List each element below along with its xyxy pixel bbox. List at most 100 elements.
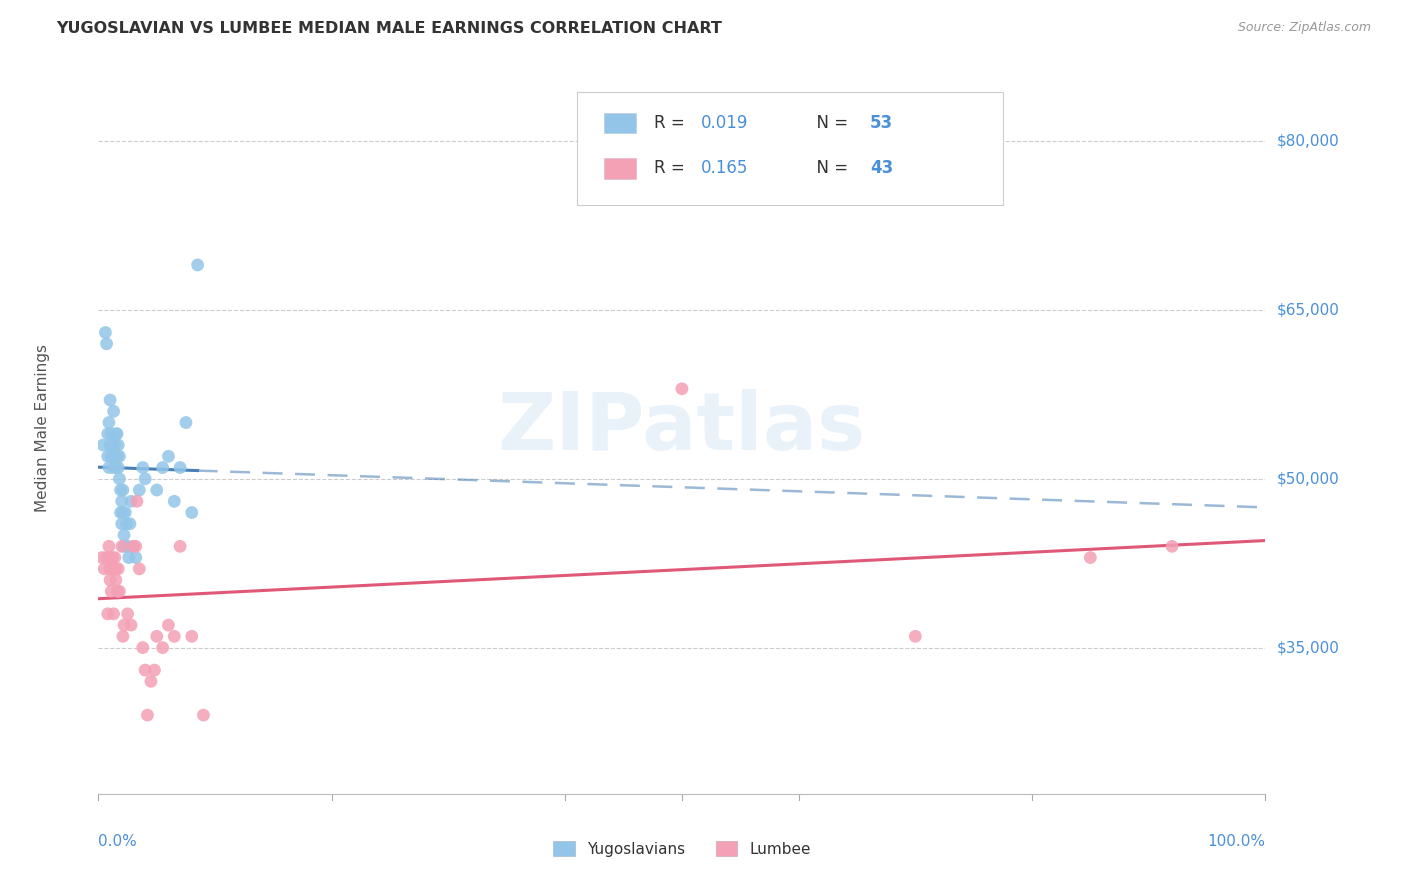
Point: [98, 562, 121, 576]
Point: [115, 516, 138, 531]
Point: [96, 550, 118, 565]
Point: [132, 640, 155, 655]
Point: [100, 450, 122, 464]
Point: [97, 607, 120, 621]
Point: [117, 539, 139, 553]
Point: [107, 562, 129, 576]
Point: [111, 483, 134, 497]
FancyBboxPatch shape: [603, 158, 637, 178]
Point: [103, 607, 125, 621]
Point: [169, 460, 191, 475]
Point: [134, 472, 156, 486]
Point: [108, 472, 131, 486]
Point: [157, 618, 180, 632]
Point: [93, 562, 115, 576]
Point: [1080, 550, 1102, 565]
Point: [128, 562, 150, 576]
Text: $65,000: $65,000: [1277, 302, 1340, 318]
Point: [107, 460, 129, 475]
Point: [120, 618, 142, 632]
Point: [163, 494, 186, 508]
Point: [97, 450, 120, 464]
Point: [110, 483, 132, 497]
Point: [134, 663, 156, 677]
Point: [112, 528, 135, 542]
Point: [152, 460, 174, 475]
Text: 53: 53: [870, 114, 893, 132]
Point: [112, 539, 135, 553]
Text: 0.0%: 0.0%: [98, 834, 138, 849]
FancyBboxPatch shape: [576, 92, 1002, 205]
Point: [104, 438, 127, 452]
Point: [111, 516, 134, 531]
Point: [104, 550, 127, 565]
Point: [97, 416, 120, 430]
Text: $80,000: $80,000: [1277, 134, 1340, 149]
Text: 0.165: 0.165: [700, 160, 748, 178]
Point: [101, 562, 124, 576]
Text: 43: 43: [870, 160, 893, 178]
Point: [111, 494, 134, 508]
Point: [94, 326, 117, 340]
Point: [125, 550, 148, 565]
Point: [97, 539, 120, 553]
Point: [112, 618, 135, 632]
Point: [125, 494, 148, 508]
Point: [97, 550, 120, 565]
Text: Median Male Earnings: Median Male Earnings: [35, 344, 49, 512]
Point: [111, 629, 134, 643]
Point: [136, 708, 159, 723]
Text: R =: R =: [654, 160, 690, 178]
Point: [122, 539, 145, 553]
Point: [104, 460, 127, 475]
Text: $35,000: $35,000: [1277, 640, 1340, 655]
Text: Source: ZipAtlas.com: Source: ZipAtlas.com: [1237, 21, 1371, 35]
Point: [101, 450, 124, 464]
Text: N =: N =: [806, 114, 853, 132]
Point: [105, 584, 128, 599]
Point: [104, 573, 127, 587]
Text: N =: N =: [806, 160, 853, 178]
Point: [125, 539, 148, 553]
Point: [1161, 539, 1184, 553]
Point: [118, 516, 141, 531]
Point: [91, 438, 114, 452]
Point: [111, 539, 134, 553]
Point: [187, 258, 209, 272]
Point: [128, 483, 150, 497]
Point: [98, 392, 121, 407]
Text: R =: R =: [654, 114, 690, 132]
Point: [152, 640, 174, 655]
Text: ZIPatlas: ZIPatlas: [498, 389, 866, 467]
Point: [107, 438, 129, 452]
Point: [904, 629, 927, 643]
FancyBboxPatch shape: [603, 113, 637, 134]
Point: [108, 450, 131, 464]
Point: [132, 460, 155, 475]
Point: [103, 404, 125, 418]
Point: [174, 416, 197, 430]
Point: [105, 426, 128, 441]
Point: [193, 708, 215, 723]
Point: [146, 483, 169, 497]
Point: [114, 506, 136, 520]
Point: [98, 438, 121, 452]
Point: [101, 550, 124, 565]
Point: [146, 629, 169, 643]
Point: [117, 607, 139, 621]
Text: $50,000: $50,000: [1277, 471, 1340, 486]
Point: [101, 438, 124, 452]
Point: [110, 506, 132, 520]
Point: [90, 550, 112, 565]
Point: [122, 539, 145, 553]
Point: [120, 494, 142, 508]
Text: YUGOSLAVIAN VS LUMBEE MEDIAN MALE EARNINGS CORRELATION CHART: YUGOSLAVIAN VS LUMBEE MEDIAN MALE EARNIN…: [56, 21, 723, 37]
Point: [157, 450, 180, 464]
Point: [180, 629, 202, 643]
Point: [100, 584, 122, 599]
Point: [96, 336, 118, 351]
Point: [111, 506, 134, 520]
Point: [118, 550, 141, 565]
Point: [163, 629, 186, 643]
Legend: Yugoslavians, Lumbee: Yugoslavians, Lumbee: [547, 835, 817, 863]
